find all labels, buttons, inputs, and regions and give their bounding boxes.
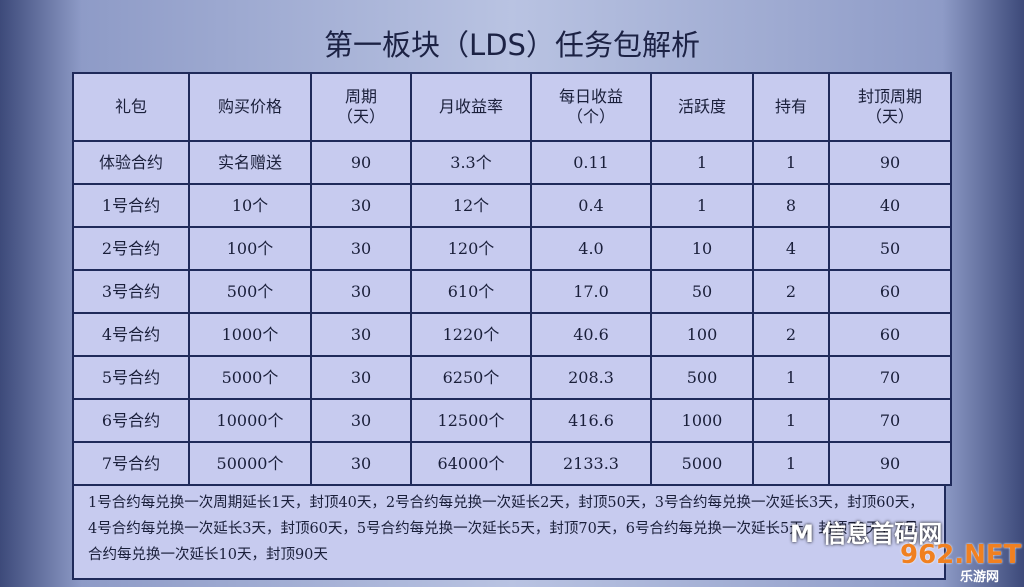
cell: 50 — [828, 226, 952, 271]
row: 4号合约 1000个 30 1220个 40.6 100 2 60 — [72, 312, 952, 357]
cell: 1000个 — [188, 312, 312, 357]
cell: 60 — [828, 312, 952, 357]
cell: 1 — [752, 355, 830, 400]
cell: 500个 — [188, 269, 312, 314]
cell: 120个 — [410, 226, 532, 271]
cell: 实名赠送 — [188, 140, 312, 185]
cell: 2 — [752, 269, 830, 314]
header-line: 礼包 — [114, 97, 147, 116]
cell: 30 — [310, 226, 412, 271]
cell: 2133.3 — [530, 441, 652, 486]
row: 1号合约 10个 30 12个 0.4 1 8 40 — [72, 183, 952, 228]
cell: 30 — [310, 312, 412, 357]
cell: 610个 — [410, 269, 532, 314]
cell: 70 — [828, 398, 952, 443]
cell: 50 — [650, 269, 754, 314]
row: 体验合约 实名赠送 90 3.3个 0.11 1 1 90 — [72, 140, 952, 185]
table: 礼包 购买价格 周期 （天） 月收益率 每日收益 （个） 活跃度 持有 封顶周期 （天） 体验合约 实名… — [72, 72, 952, 486]
header-cell: 周期 （天） — [310, 72, 412, 142]
cell: 1 — [752, 441, 830, 486]
cell: 2号合约 — [72, 226, 190, 271]
note: 1号合约每兑换一次周期延长1天，封顶40天，2号合约每兑换一次延长2天，封顶50… — [72, 484, 946, 580]
cell: 1 — [650, 140, 754, 185]
cell: 3.3个 — [410, 140, 532, 185]
cell: 1 — [650, 183, 754, 228]
cell: 17.0 — [530, 269, 652, 314]
row: 3号合约 500个 30 610个 17.0 50 2 60 — [72, 269, 952, 314]
cell: 4号合约 — [72, 312, 190, 357]
cell: 40 — [828, 183, 952, 228]
cell: 5000 — [650, 441, 754, 486]
cell: 0.4 — [530, 183, 652, 228]
cell: 70 — [828, 355, 952, 400]
cell: 30 — [310, 441, 412, 486]
cell: 1000 — [650, 398, 754, 443]
row: 2号合约 100个 30 120个 4.0 10 4 50 — [72, 226, 952, 271]
watermark-sub: 乐游网 — [960, 570, 1000, 585]
header-line: （天） — [865, 107, 914, 126]
cell: 体验合约 — [72, 140, 190, 185]
cell: 10个 — [188, 183, 312, 228]
cell: 4.0 — [530, 226, 652, 271]
cell: 100个 — [188, 226, 312, 271]
row: 6号合约 10000个 30 12500个 416.6 1000 1 70 — [72, 398, 952, 443]
cell: 12500个 — [410, 398, 532, 443]
header-line: （个） — [566, 107, 615, 126]
header-cell: 封顶周期 （天） — [828, 72, 952, 142]
cell: 2 — [752, 312, 830, 357]
watermark: M 信息首码网 — [790, 520, 943, 548]
header-cell: 月收益率 — [410, 72, 532, 142]
header-line: （天） — [336, 107, 385, 126]
cell: 100 — [650, 312, 754, 357]
row: 7号合约 50000个 30 64000个 2133.3 5000 1 90 — [72, 441, 952, 486]
cell: 5000个 — [188, 355, 312, 400]
cell: 4 — [752, 226, 830, 271]
cell: 1 — [752, 140, 830, 185]
header-line: 封顶周期 — [857, 87, 922, 106]
cell: 208.3 — [530, 355, 652, 400]
header-line: 持有 — [774, 97, 807, 116]
header-cell: 每日收益 （个） — [530, 72, 652, 142]
header-cell: 礼包 — [72, 72, 190, 142]
cell: 64000个 — [410, 441, 532, 486]
cell: 50000个 — [188, 441, 312, 486]
title: 第一板块（LDS）任务包解析 — [324, 28, 700, 62]
cell: 10 — [650, 226, 754, 271]
header-cell: 活跃度 — [650, 72, 754, 142]
cell: 30 — [310, 269, 412, 314]
header-line: 活跃度 — [677, 97, 726, 116]
cell: 416.6 — [530, 398, 652, 443]
header-cell: 购买价格 — [188, 72, 312, 142]
cell: 3号合约 — [72, 269, 190, 314]
cell: 5号合约 — [72, 355, 190, 400]
cell: 12个 — [410, 183, 532, 228]
cell: 8 — [752, 183, 830, 228]
header-line: 周期 — [344, 87, 377, 106]
cell: 90 — [310, 140, 412, 185]
watermark-logo: 962.NET — [900, 540, 1022, 570]
cell: 60 — [828, 269, 952, 314]
cell: 90 — [828, 441, 952, 486]
header-cell: 持有 — [752, 72, 830, 142]
cell: 1 — [752, 398, 830, 443]
cell: 1号合约 — [72, 183, 190, 228]
header-row: 礼包 购买价格 周期 （天） 月收益率 每日收益 （个） 活跃度 持有 封顶周期 （天） — [72, 72, 952, 142]
cell: 500 — [650, 355, 754, 400]
header-line: 月收益率 — [438, 97, 503, 116]
header-line: 每日收益 — [558, 87, 623, 106]
cell: 0.11 — [530, 140, 652, 185]
cell: 6号合约 — [72, 398, 190, 443]
cell: 7号合约 — [72, 441, 190, 486]
row: 5号合约 5000个 30 6250个 208.3 500 1 70 — [72, 355, 952, 400]
cell: 90 — [828, 140, 952, 185]
cell: 30 — [310, 398, 412, 443]
cell: 30 — [310, 183, 412, 228]
cell: 1220个 — [410, 312, 532, 357]
cell: 10000个 — [188, 398, 312, 443]
cell: 40.6 — [530, 312, 652, 357]
header-line: 购买价格 — [217, 97, 282, 116]
cell: 30 — [310, 355, 412, 400]
cell: 6250个 — [410, 355, 532, 400]
